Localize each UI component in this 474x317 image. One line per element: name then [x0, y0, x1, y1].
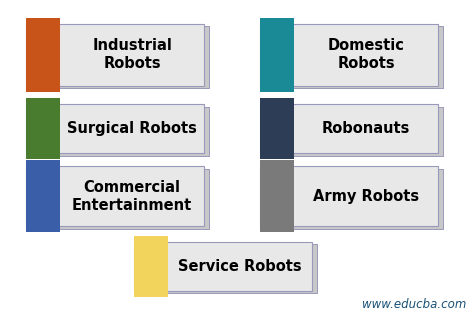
FancyBboxPatch shape: [260, 98, 294, 159]
FancyBboxPatch shape: [260, 23, 438, 86]
FancyBboxPatch shape: [26, 160, 60, 232]
FancyBboxPatch shape: [134, 242, 312, 291]
FancyBboxPatch shape: [26, 166, 204, 226]
FancyBboxPatch shape: [265, 107, 443, 156]
Text: Domestic
Robots: Domestic Robots: [328, 38, 405, 71]
FancyBboxPatch shape: [265, 169, 443, 229]
Text: Commercial
Entertainment: Commercial Entertainment: [72, 180, 192, 213]
FancyBboxPatch shape: [26, 104, 204, 153]
FancyBboxPatch shape: [260, 104, 438, 153]
Text: Industrial
Robots: Industrial Robots: [92, 38, 172, 71]
Text: www.educba.com: www.educba.com: [362, 298, 466, 311]
FancyBboxPatch shape: [134, 236, 168, 297]
FancyBboxPatch shape: [265, 26, 443, 88]
Text: Surgical Robots: Surgical Robots: [67, 121, 197, 136]
Text: Army Robots: Army Robots: [313, 189, 419, 204]
FancyBboxPatch shape: [31, 107, 209, 156]
FancyBboxPatch shape: [260, 160, 294, 232]
Text: Robonauts: Robonauts: [322, 121, 410, 136]
Text: Service Robots: Service Robots: [178, 259, 301, 274]
FancyBboxPatch shape: [26, 98, 60, 159]
FancyBboxPatch shape: [138, 244, 317, 294]
FancyBboxPatch shape: [31, 169, 209, 229]
FancyBboxPatch shape: [260, 166, 438, 226]
FancyBboxPatch shape: [260, 18, 294, 92]
FancyBboxPatch shape: [26, 23, 204, 86]
FancyBboxPatch shape: [26, 18, 60, 92]
FancyBboxPatch shape: [31, 26, 209, 88]
